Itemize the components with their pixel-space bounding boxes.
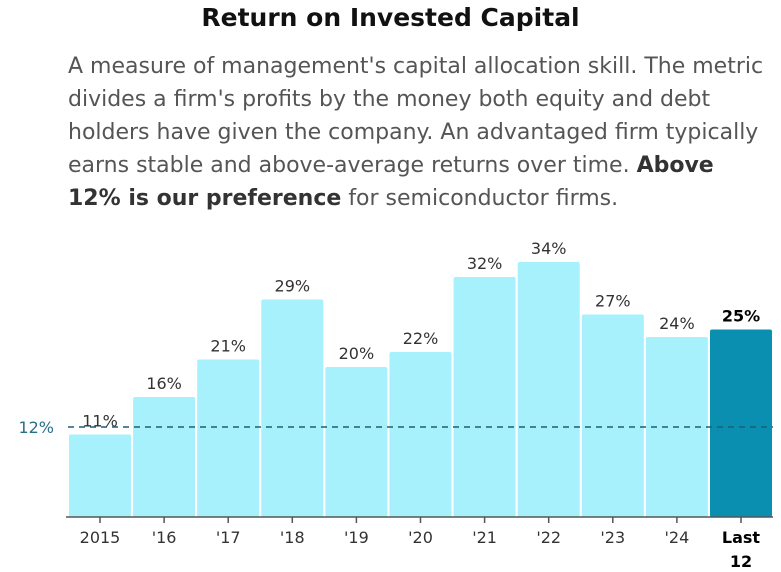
x-tick-label: '20	[408, 528, 433, 547]
x-tick-label: '23	[600, 528, 625, 547]
x-tick-label: '21	[472, 528, 497, 547]
data-label: 21%	[210, 337, 246, 356]
data-label: 32%	[467, 254, 503, 273]
threshold-label: 12%	[18, 418, 54, 437]
x-tick-label: '16	[152, 528, 177, 547]
bar	[197, 359, 260, 517]
x-tick-label: Last 12	[722, 528, 761, 571]
bar	[69, 434, 131, 517]
x-tick-label: '19	[344, 528, 369, 547]
x-tick-label: '18	[280, 528, 305, 547]
x-tick-label: '17	[216, 528, 241, 547]
bar	[581, 314, 644, 517]
data-label: 34%	[531, 239, 567, 258]
bar	[389, 352, 452, 517]
data-label: 24%	[659, 314, 695, 333]
x-tick-label: 2015	[80, 528, 121, 547]
data-label: 22%	[403, 329, 439, 348]
data-label: 29%	[275, 277, 311, 296]
data-label: 20%	[339, 344, 375, 363]
bar	[517, 262, 580, 517]
chart-description: A measure of management's capital alloca…	[68, 50, 773, 215]
bar	[453, 277, 516, 517]
bar	[133, 397, 196, 517]
x-tick-label: '24	[665, 528, 690, 547]
description-outro: for semiconductor firms.	[348, 186, 619, 211]
data-label: 25%	[722, 307, 760, 326]
bar	[261, 299, 324, 517]
data-label: 11%	[82, 412, 118, 431]
data-label: 16%	[146, 374, 182, 393]
bar	[325, 367, 388, 517]
bar-highlight	[710, 329, 772, 517]
x-tick-label: '22	[536, 528, 561, 547]
data-label: 27%	[595, 292, 631, 311]
chart-title: Return on Invested Capital	[201, 3, 580, 32]
description-emphasis: Above 12% is our preference	[68, 153, 714, 211]
description-intro: A measure of management's capital alloca…	[68, 54, 764, 178]
